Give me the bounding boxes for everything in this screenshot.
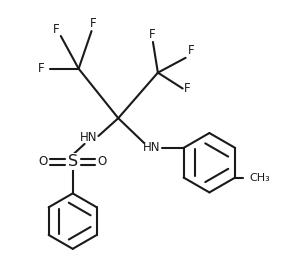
Text: F: F — [38, 62, 44, 75]
Text: O: O — [38, 155, 48, 168]
Text: F: F — [53, 23, 59, 36]
Text: F: F — [149, 27, 155, 41]
Text: S: S — [68, 154, 78, 169]
Text: CH₃: CH₃ — [249, 172, 270, 183]
Text: HN: HN — [143, 141, 161, 154]
Text: O: O — [98, 155, 107, 168]
Text: F: F — [90, 17, 97, 30]
Text: F: F — [188, 44, 195, 57]
Text: HN: HN — [80, 131, 97, 144]
Text: F: F — [184, 82, 191, 95]
